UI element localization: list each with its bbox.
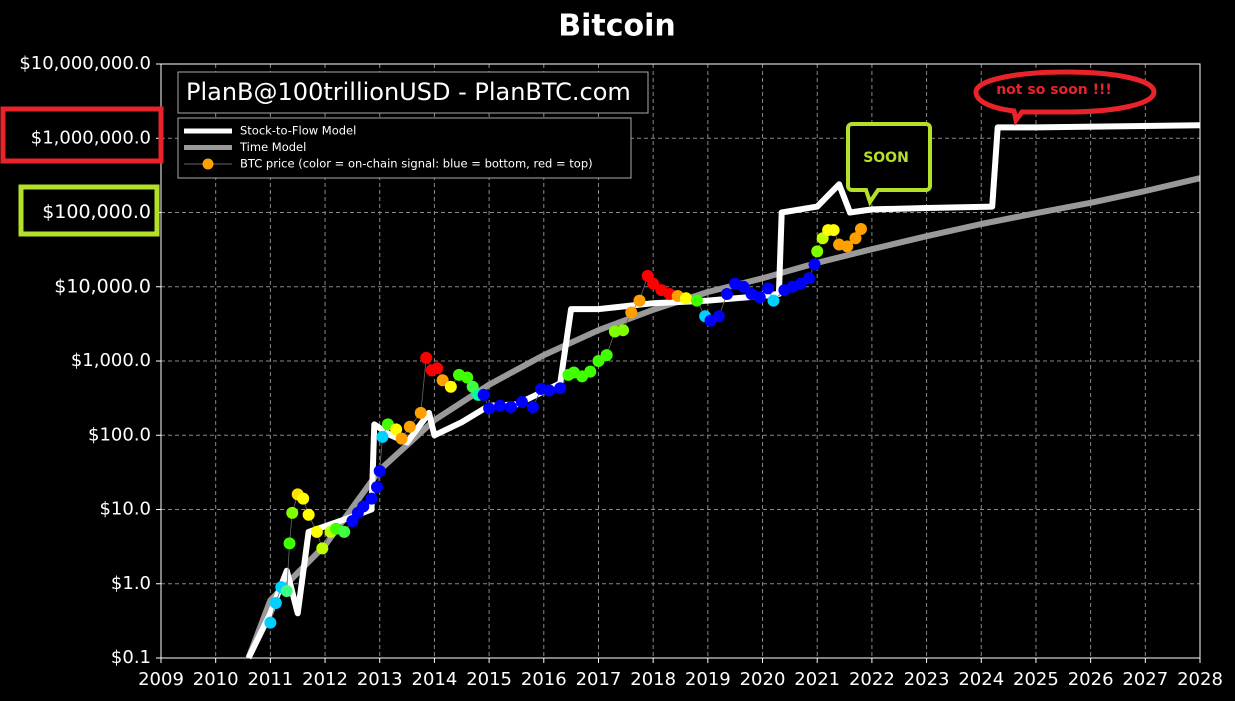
x-tick-label: 2021	[794, 669, 840, 690]
plot-frame	[160, 63, 1201, 659]
price-point	[554, 382, 567, 395]
price-point	[494, 399, 507, 412]
price-point	[477, 388, 490, 401]
watermark-box	[177, 71, 649, 114]
price-point	[376, 430, 389, 443]
x-tick-label: 2010	[193, 669, 239, 690]
price-point	[431, 362, 444, 375]
price-point	[849, 232, 862, 245]
x-tick-label: 2027	[1122, 669, 1168, 690]
x-tick-label: 2013	[357, 669, 403, 690]
price-point	[338, 525, 351, 538]
x-tick-label: 2022	[849, 669, 895, 690]
price-point	[264, 616, 277, 629]
price-point	[584, 365, 597, 378]
y-tick-label: $1.0	[111, 573, 151, 594]
x-tick-label: 2020	[740, 669, 786, 690]
chart-title: Bitcoin	[558, 9, 676, 44]
price-point	[504, 401, 517, 414]
price-point	[737, 280, 750, 293]
price-point	[712, 310, 725, 323]
x-tick-label: 2024	[958, 669, 1004, 690]
price-point	[753, 291, 766, 304]
price-point	[444, 380, 457, 393]
price-point	[269, 597, 282, 610]
price-point	[625, 306, 638, 319]
price-point	[283, 537, 296, 550]
price-point	[767, 294, 780, 307]
price-point	[286, 506, 299, 519]
y-tick-label: $10,000,000.0	[19, 53, 151, 74]
price-point	[633, 294, 646, 307]
price-point	[310, 525, 323, 538]
x-tick-label: 2026	[1068, 669, 1114, 690]
price-point	[617, 324, 630, 337]
price-point	[414, 406, 427, 419]
y-tick-label: $1,000.0	[71, 350, 151, 371]
x-tick-label: 2019	[685, 669, 731, 690]
x-tick-label: 2012	[302, 669, 348, 690]
y-tick-label: $0.1	[111, 647, 151, 668]
highlight-box-green	[18, 184, 160, 237]
x-tick-label: 2011	[247, 669, 293, 690]
price-point	[720, 287, 733, 300]
annotation: SOON	[863, 150, 909, 166]
x-tick-label: 2017	[576, 669, 622, 690]
price-point	[526, 401, 539, 414]
not-soon-callout	[973, 69, 1157, 126]
price-point	[483, 402, 496, 415]
x-tick-label: 2014	[412, 669, 458, 690]
x-tick-label: 2015	[466, 669, 512, 690]
x-tick-label: 2009	[138, 669, 184, 690]
price-point	[316, 542, 329, 555]
x-tick-label: 2025	[1013, 669, 1059, 690]
legend-label: Time Model	[239, 140, 306, 154]
price-point	[854, 222, 867, 235]
price-point	[373, 465, 386, 478]
price-point	[365, 492, 378, 505]
price-point	[647, 277, 660, 290]
price-point	[761, 282, 774, 295]
x-tick-label: 2018	[630, 669, 676, 690]
price-point	[811, 245, 824, 258]
price-point	[841, 240, 854, 253]
soon-callout	[846, 122, 932, 207]
y-tick-label: $1,000,000.0	[31, 127, 151, 148]
price-point	[280, 584, 293, 597]
y-tick-label: $100,000.0	[42, 201, 151, 223]
legend: Stock-to-Flow Model Time Model BTC price (…	[184, 124, 593, 171]
price-point	[371, 481, 384, 494]
price-point	[390, 423, 403, 436]
x-tick-label: 2028	[1177, 669, 1223, 690]
annotation: not so soon !!!	[996, 82, 1112, 98]
price-point	[803, 272, 816, 285]
price-point	[543, 384, 556, 397]
price-point	[690, 294, 703, 307]
x-tick-label: 2023	[904, 669, 950, 690]
price-point	[461, 371, 474, 384]
price-point	[420, 351, 433, 364]
price-point	[827, 224, 840, 237]
y-tick-label: $10.0	[99, 499, 151, 520]
price-point	[403, 420, 416, 433]
x-tick-label: 2016	[521, 669, 567, 690]
price-point	[357, 500, 370, 513]
legend-label: Stock-to-Flow Model	[240, 124, 356, 138]
highlight-box-red	[0, 106, 164, 164]
legend-label: BTC price (color = on-chain signal: blue…	[240, 157, 593, 171]
price-point	[302, 508, 315, 521]
price-point	[679, 292, 692, 305]
y-tick-label: $100.0	[88, 424, 151, 445]
price-point	[515, 396, 528, 409]
price-point	[808, 258, 821, 271]
legend-swatch	[202, 158, 214, 170]
price-point	[436, 374, 449, 387]
legend-box	[177, 117, 632, 179]
watermark: PlanB@100trillionUSD - PlanBTC.com	[186, 78, 631, 106]
price-point	[297, 492, 310, 505]
y-tick-label: $10,000.0	[54, 275, 151, 297]
price-point	[395, 432, 408, 445]
price-point	[600, 349, 613, 362]
